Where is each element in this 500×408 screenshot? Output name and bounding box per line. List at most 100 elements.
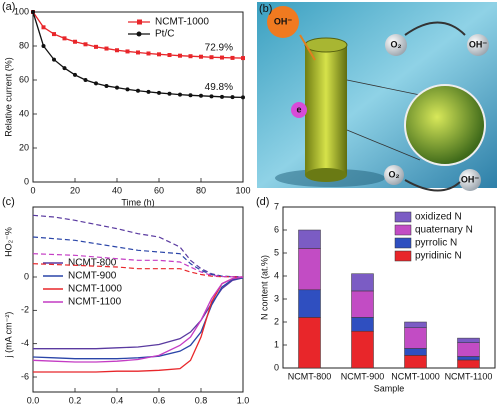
marker [52, 57, 56, 62]
illustration-label: OH⁻ [469, 39, 488, 49]
legend-swatch [394, 211, 412, 223]
marker [94, 44, 98, 49]
marker [230, 95, 235, 100]
marker [41, 25, 46, 30]
legend-label: NCMT-1100 [68, 297, 122, 308]
bar-segment [351, 330, 374, 369]
marker [167, 53, 172, 58]
x-tick-label: 0.6 [153, 395, 166, 405]
y-tick-label: -6 [21, 371, 29, 381]
marker [73, 39, 77, 44]
x-axis-title: Time (h) [121, 197, 154, 207]
marker [241, 56, 245, 61]
legend-swatch [394, 224, 412, 236]
marker [157, 90, 161, 95]
x-tick-label: NCMT-1100 [445, 371, 493, 381]
x-tick-label: 1.0 [237, 395, 250, 405]
marker [136, 88, 140, 93]
bar-segment [457, 359, 480, 369]
marker [83, 78, 88, 82]
marker [73, 72, 77, 77]
x-axis-title: Sample [374, 383, 405, 393]
panel-label: (a) [2, 1, 15, 13]
y-tick-label: 2 [274, 316, 279, 326]
ho2-line [32, 263, 244, 278]
y-tick-label: 5 [274, 247, 279, 257]
marker [230, 55, 235, 60]
marker [199, 93, 203, 98]
marker [83, 42, 88, 47]
legend-label: oxidized N [415, 212, 462, 223]
bar-segment [298, 248, 321, 291]
marker [31, 10, 35, 14]
bar-segment [457, 337, 480, 343]
y-tick-label: 40 [19, 108, 29, 118]
legend-label: quaternary N [415, 225, 473, 236]
arrow [404, 21, 466, 36]
panel-label: (d) [256, 196, 269, 208]
legend-label: pyridinic N [415, 251, 462, 262]
zoom-circle [404, 84, 486, 166]
marker [188, 93, 193, 98]
legend-swatch [394, 237, 412, 249]
legend-swatch [394, 250, 412, 262]
illustration [257, 2, 497, 192]
ho2-line [32, 214, 244, 278]
y-axis-title: N content (at.%) [259, 255, 269, 320]
marker [94, 81, 98, 86]
y-tick-label: -4 [21, 338, 29, 348]
marker [104, 46, 109, 51]
bar-segment [404, 327, 427, 349]
marker [52, 32, 56, 37]
x-tick-label: 60 [154, 185, 164, 195]
x-tick-label: 0 [30, 185, 35, 195]
bar-segment [457, 356, 480, 361]
y-tick-label: 0 [274, 362, 279, 372]
panel-label: (b) [259, 3, 272, 15]
marker [115, 85, 119, 90]
y-tick-label: 100 [14, 6, 29, 16]
y-tick-label: 1 [274, 339, 279, 349]
ho2-line [32, 236, 244, 278]
marker [241, 95, 245, 100]
oh-ball [267, 6, 299, 38]
legend-label: pyrrolic N [415, 238, 457, 249]
marker [146, 51, 151, 56]
x-tick-label: 0.0 [27, 395, 40, 405]
y-tick-label: -2 [21, 305, 29, 315]
panel-label: (c) [2, 196, 15, 208]
legend-label: NCMT-1000 [68, 284, 122, 295]
bar-segment [404, 355, 427, 369]
electron [291, 102, 307, 118]
y-tick-label: 0 [24, 176, 29, 186]
marker [41, 44, 46, 48]
oh-ball [459, 169, 481, 191]
plot-frame [282, 206, 496, 369]
oh-ball [467, 34, 489, 56]
zoom-line [346, 79, 421, 96]
illustration-label: O₂ [391, 39, 402, 49]
bar-segment [351, 317, 374, 332]
x-tick-label: NCMT-800 [288, 371, 332, 381]
illustration-label: OH⁻ [274, 16, 293, 26]
marker [125, 87, 130, 92]
y-tick-label: 6 [274, 224, 279, 234]
zoom-line [346, 129, 421, 161]
nanotube-top [304, 37, 348, 53]
nanotube-bottom [305, 168, 347, 182]
bar-segment [298, 317, 321, 369]
current-line [32, 277, 244, 360]
marker [62, 66, 67, 71]
arrow [404, 179, 461, 192]
x-tick-label: 80 [196, 185, 206, 195]
bar-segment [351, 290, 374, 318]
bar-segment [298, 289, 321, 318]
current-line [33, 277, 244, 350]
bar-segment [404, 348, 427, 356]
illustration-label: e [296, 104, 301, 114]
marker [188, 54, 193, 59]
x-tick-label: 40 [112, 185, 122, 195]
marker [199, 54, 203, 59]
x-tick-label: 0.2 [69, 395, 82, 405]
